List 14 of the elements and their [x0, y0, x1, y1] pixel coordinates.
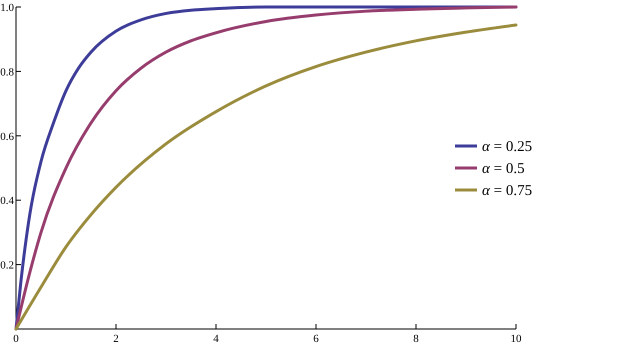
legend-label: α = 0.25: [482, 139, 532, 155]
legend-label: α = 0.75: [482, 183, 532, 199]
x-tick-label: 2: [113, 333, 119, 345]
y-tick-label: 0.4: [0, 195, 14, 208]
x-tick-label: 6: [313, 333, 320, 345]
legend-label: α = 0.5: [482, 161, 525, 177]
x-tick-label: 0: [13, 333, 20, 345]
y-tick-label: 0.8: [0, 66, 14, 78]
y-tick-label: 0.2: [0, 260, 14, 272]
y-tick-label: 0.6: [0, 130, 14, 143]
x-tick-label: 10: [510, 333, 522, 345]
y-tick-label: 1.0: [0, 2, 14, 14]
x-tick-label: 4: [213, 333, 220, 345]
x-tick-label: 8: [413, 333, 420, 345]
